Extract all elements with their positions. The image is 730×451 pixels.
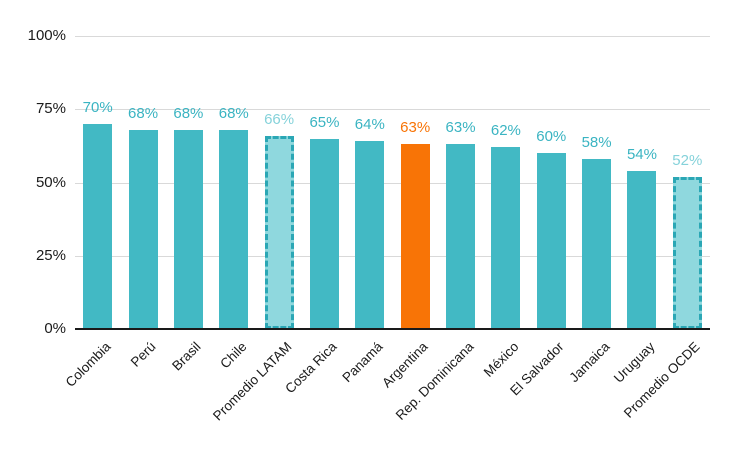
bar-uruguay bbox=[627, 170, 657, 329]
gridline-25 bbox=[75, 255, 710, 257]
bar-jamaica bbox=[582, 159, 612, 329]
value-label-63%: 63% bbox=[400, 119, 431, 137]
bar-el-salvador bbox=[536, 153, 566, 329]
gridline-75 bbox=[75, 109, 710, 111]
y-tick-label: 100% bbox=[27, 27, 66, 44]
value-label-58%: 58% bbox=[581, 134, 612, 152]
value-label-68%: 68% bbox=[128, 104, 159, 122]
bar-panam- bbox=[355, 141, 385, 329]
gridline-50 bbox=[75, 182, 710, 184]
value-label-64%: 64% bbox=[354, 116, 385, 134]
bar-chile bbox=[219, 129, 249, 329]
y-tick-label: 0% bbox=[44, 320, 66, 337]
value-label-54%: 54% bbox=[626, 145, 657, 163]
x-axis-line bbox=[75, 328, 710, 330]
bar-brasil bbox=[173, 129, 203, 329]
bar-m-xico bbox=[491, 147, 521, 329]
bar-rep-dominicana bbox=[446, 144, 476, 329]
value-label-63%: 63% bbox=[445, 119, 476, 137]
value-label-60%: 60% bbox=[536, 128, 567, 146]
y-tick-label: 75% bbox=[35, 100, 66, 118]
value-label-65%: 65% bbox=[309, 113, 340, 131]
bar-per- bbox=[128, 129, 158, 329]
value-label-68%: 68% bbox=[218, 104, 249, 122]
bar-promedio-ocde bbox=[672, 176, 702, 329]
value-label-68%: 68% bbox=[173, 104, 204, 122]
y-tick-label: 50% bbox=[35, 173, 66, 191]
bar-argentina bbox=[400, 144, 430, 329]
value-label-62%: 62% bbox=[490, 122, 521, 140]
gridline-100 bbox=[75, 36, 710, 37]
value-label-52%: 52% bbox=[672, 151, 703, 169]
value-label-70%: 70% bbox=[82, 98, 113, 116]
bar-costa-rica bbox=[309, 138, 339, 329]
bar-colombia bbox=[83, 123, 113, 329]
bar-promedio-latam bbox=[264, 135, 294, 329]
value-label-66%: 66% bbox=[264, 110, 295, 128]
plot-area bbox=[75, 36, 710, 330]
y-tick-label: 25% bbox=[35, 246, 66, 264]
